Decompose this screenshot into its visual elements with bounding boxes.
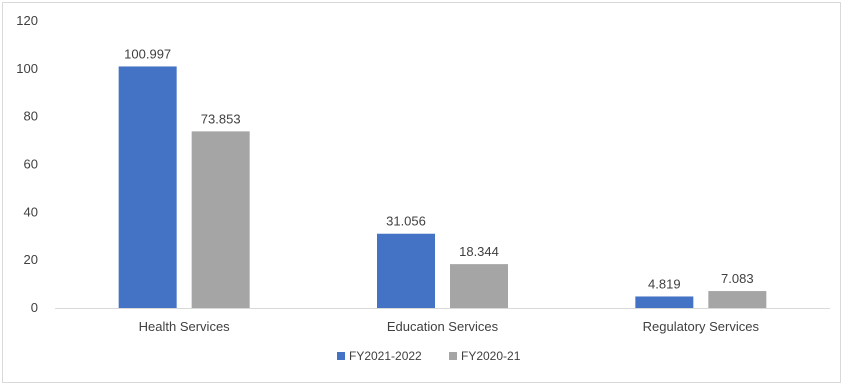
legend-swatch	[337, 352, 345, 360]
y-tick-label: 40	[24, 204, 38, 219]
x-tick-label: Regulatory Services	[643, 319, 760, 334]
data-label: 31.056	[386, 214, 426, 229]
legend-label: FY2021-2022	[349, 349, 422, 363]
legend-swatch	[449, 352, 457, 360]
x-tick-label: Health Services	[139, 319, 231, 334]
y-tick-label: 100	[16, 61, 38, 76]
y-tick-label: 80	[24, 109, 38, 124]
legend: FY2021-2022 FY2020-21	[337, 349, 521, 363]
y-tick-label: 20	[24, 252, 38, 267]
y-tick-label: 0	[31, 300, 38, 315]
bars: 100.997 73.853 31.056 18.344 4.819 7.083	[118, 46, 767, 308]
data-label: 7.083	[721, 271, 754, 286]
bar-FY2021-2022-education-services	[377, 233, 435, 308]
bar-FY2021-2022-regulatory-services	[635, 296, 694, 308]
y-tick-label: 60	[24, 157, 38, 172]
y-tick-label: 120	[16, 13, 38, 28]
legend-label: FY2020-21	[461, 349, 521, 363]
y-axis: 0 20 40 60 80 100 120	[16, 13, 38, 315]
data-label: 18.344	[459, 244, 499, 259]
data-label: 100.997	[124, 46, 171, 61]
bar-FY2020-21-education-services	[450, 264, 508, 308]
bar-FY2020-21-health-services	[191, 131, 250, 308]
x-axis: Health Services Education Services Regulat…	[55, 308, 830, 334]
bar-FY2021-2022-health-services	[118, 66, 177, 308]
bar-FY2020-21-regulatory-services	[708, 291, 767, 308]
data-label: 4.819	[648, 276, 681, 291]
data-label: 73.853	[201, 111, 241, 126]
x-tick-label: Education Services	[387, 319, 499, 334]
